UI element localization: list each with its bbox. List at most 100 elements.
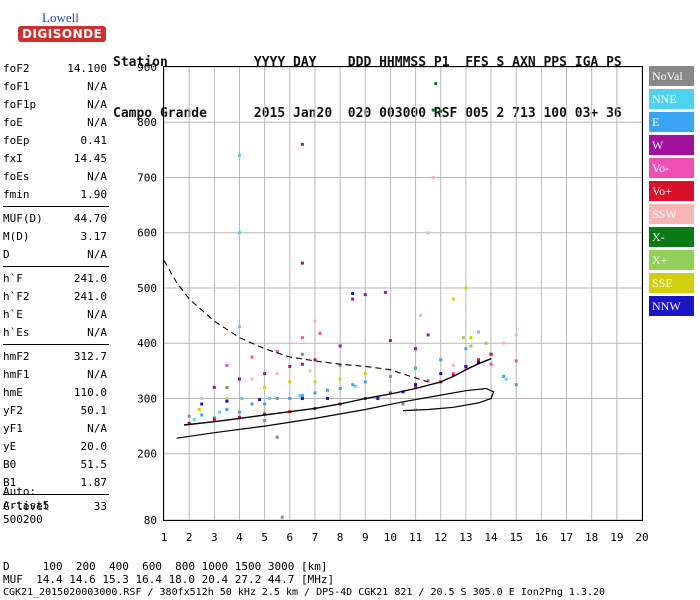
echo-point xyxy=(351,297,355,301)
echo-point xyxy=(476,358,480,362)
x-tick-label: 18 xyxy=(585,531,598,544)
echo-point xyxy=(313,391,317,395)
param-row: foEp 0.41 xyxy=(3,132,109,150)
echo-point xyxy=(225,396,229,400)
echo-point xyxy=(300,394,304,398)
param-name: foF2 xyxy=(3,62,30,75)
param-name: C-level xyxy=(3,500,50,513)
x-tick-label: 20 xyxy=(635,531,648,544)
echo-point xyxy=(258,398,262,402)
x-tick-label: 6 xyxy=(286,531,293,544)
param-value: N/A xyxy=(87,248,107,261)
echo-point xyxy=(363,380,367,384)
param-separator xyxy=(3,206,109,207)
legend-entry: Vo+ xyxy=(649,181,694,201)
echo-point xyxy=(237,153,241,157)
echo-point xyxy=(489,362,493,366)
param-name: h`E xyxy=(3,308,23,321)
param-name: MUF(D) xyxy=(3,212,43,225)
param-value: N/A xyxy=(87,326,107,339)
echo-point xyxy=(514,383,518,387)
echo-point xyxy=(431,175,435,179)
param-row: hmF1 N/A xyxy=(3,366,109,384)
param-value: 14.45 xyxy=(73,152,107,165)
echo-point xyxy=(451,297,455,301)
echo-point xyxy=(225,399,229,403)
echo-point xyxy=(275,396,279,400)
echo-point xyxy=(414,366,418,370)
echo-point xyxy=(263,385,267,389)
echo-point xyxy=(280,515,284,519)
echo-point xyxy=(469,336,473,340)
param-value: 241.0 xyxy=(73,290,107,303)
echo-point xyxy=(250,402,254,406)
echo-point xyxy=(200,402,204,406)
echo-point xyxy=(240,396,244,400)
param-name: B1 xyxy=(3,476,17,489)
virtual-height-trace-curve xyxy=(184,358,492,426)
param-value: N/A xyxy=(87,116,107,129)
x-tick-label: 7 xyxy=(312,531,319,544)
logo-lowell-text: Lowell xyxy=(42,10,79,25)
digisonde-logo: Lowell DIGISONDE xyxy=(4,6,107,48)
param-value: 14.100 xyxy=(67,62,107,75)
param-value: N/A xyxy=(87,98,107,111)
echo-point xyxy=(263,419,267,423)
echo-point xyxy=(431,108,435,112)
y-tick-label: 600 xyxy=(137,227,157,240)
echo-point xyxy=(489,352,493,356)
echo-point xyxy=(275,435,279,439)
x-tick-label: 12 xyxy=(434,531,447,544)
echo-point xyxy=(298,394,302,398)
echo-point xyxy=(275,350,279,354)
echo-point xyxy=(326,388,330,392)
echo-point xyxy=(461,336,465,340)
param-row: fxI 14.45 xyxy=(3,150,109,168)
param-row: foF2 14.100 xyxy=(3,60,109,78)
echo-point xyxy=(268,396,272,400)
echo-point xyxy=(476,361,480,365)
echo-point xyxy=(288,396,292,400)
param-row: hmF2 312.7 xyxy=(3,348,109,366)
param-row: h`F2 241.0 xyxy=(3,288,109,306)
ionogram-svg xyxy=(163,66,643,521)
param-name: yF2 xyxy=(3,404,23,417)
echo-point xyxy=(237,231,241,235)
param-row: hmE 110.0 xyxy=(3,384,109,402)
legend-entry: X- xyxy=(649,227,694,247)
y-tick-label: 80 xyxy=(144,514,157,527)
x-tick-label: 4 xyxy=(236,531,243,544)
legend-entry: NoVal xyxy=(649,66,694,86)
echo-point xyxy=(300,336,304,340)
param-separator xyxy=(3,494,109,495)
param-value: N/A xyxy=(87,308,107,321)
y-tick-label: 300 xyxy=(137,392,157,405)
y-tick-label: 700 xyxy=(137,171,157,184)
ionogram-plot xyxy=(163,66,643,521)
echo-point xyxy=(237,410,241,414)
logo-digisonde-text: DIGISONDE xyxy=(18,26,107,42)
param-value: N/A xyxy=(87,170,107,183)
echo-point xyxy=(326,396,330,400)
echo-point xyxy=(426,231,430,235)
echo-point xyxy=(300,261,304,265)
param-row: foE N/A xyxy=(3,114,109,132)
legend-entry: Vo- xyxy=(649,158,694,178)
echo-point xyxy=(263,402,267,406)
ionospheric-parameters-panel: foF2 14.100 foF1 N/A foF1p N/A foE N/A foEp 0.41 f… xyxy=(3,60,109,516)
param-separator xyxy=(3,266,109,267)
autoscaling-info: Auto: Artist5 500200 xyxy=(3,485,49,527)
electron-density-profile-curve xyxy=(176,387,495,439)
x-tick-label: 10 xyxy=(384,531,397,544)
param-row: h`F 241.0 xyxy=(3,270,109,288)
polarization-legend: NoVal NNE E W Vo- Vo+ SSW X- X+ SSE NNW xyxy=(649,66,694,319)
echo-point xyxy=(351,383,355,387)
param-row: B1 1.87 xyxy=(3,474,109,492)
param-separator xyxy=(3,344,109,345)
echo-point xyxy=(318,331,322,335)
muf-dashed-curve xyxy=(163,260,429,383)
echo-point xyxy=(451,373,455,377)
param-value: N/A xyxy=(87,80,107,93)
legend-entry: SSW xyxy=(649,204,694,224)
echo-point xyxy=(476,330,480,334)
